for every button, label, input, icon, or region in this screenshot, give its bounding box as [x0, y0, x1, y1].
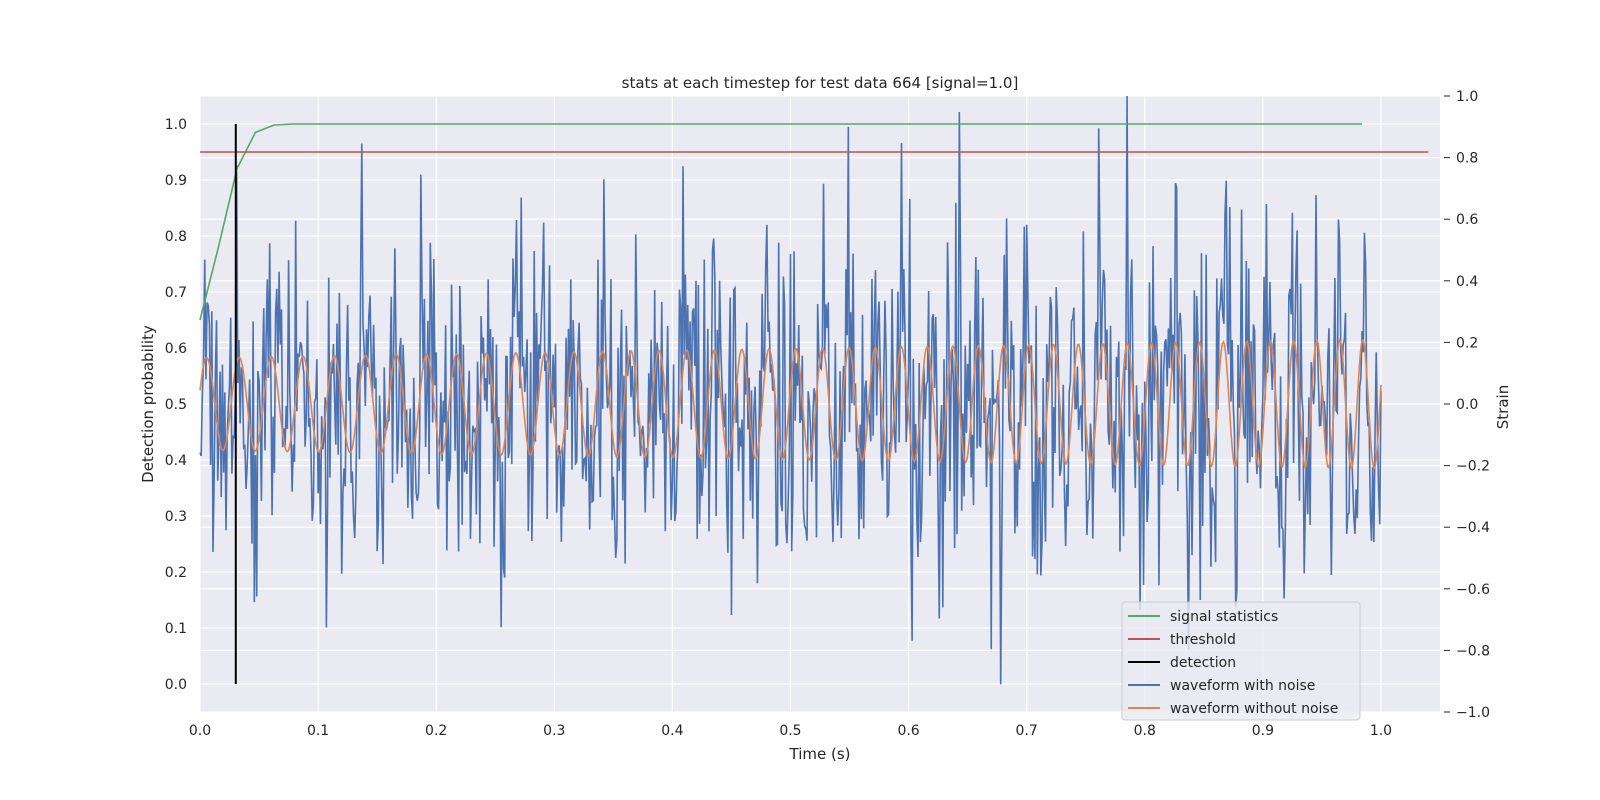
y-left-tick-label: 1.0 — [165, 117, 187, 133]
y-right-tick-label: −0.6 — [1456, 582, 1490, 598]
y-left-tick-label: 0.2 — [165, 565, 187, 581]
series-signal-statistics — [199, 123, 1363, 321]
y-left-tick-label: 0.1 — [165, 621, 187, 637]
y-right-tick-label: 0.2 — [1456, 335, 1478, 351]
y-right-tick-label: −0.2 — [1456, 459, 1490, 475]
legend-label-signal-statistics: signal statistics — [1170, 609, 1278, 625]
legend-label-waveform-without-noise: waveform without noise — [1170, 701, 1338, 717]
y-left-tick-label: 0.4 — [165, 453, 187, 469]
x-tick-label: 0.7 — [1016, 723, 1038, 739]
y-right-tick-label: −1.0 — [1456, 705, 1490, 721]
legend-box — [1121, 601, 1361, 721]
legend-label-threshold: threshold — [1170, 632, 1236, 648]
series-waveform-without-noise — [199, 338, 1382, 471]
legend: signal statistics threshold detection wa… — [1121, 601, 1361, 721]
x-tick-label: 0.6 — [897, 723, 919, 739]
x-axis-ticks: 0.0 0.1 0.2 0.3 0.4 0.5 0.6 0.7 0.8 0.9 1.0 — [189, 723, 1392, 739]
x-tick-label: 0.4 — [661, 723, 683, 739]
y-right-tick-label: 1.0 — [1456, 89, 1478, 105]
y-left-axis-label: Detection probability — [139, 325, 157, 483]
y-right-tick-label: −0.8 — [1456, 643, 1490, 659]
y-left-tick-label: 0.3 — [165, 509, 187, 525]
x-tick-label: 0.2 — [425, 723, 447, 739]
y-left-tick-label: 0.0 — [165, 677, 187, 693]
chart-title: stats at each timestep for test data 664… — [622, 74, 1019, 92]
y-right-tick-label: 0.8 — [1456, 151, 1478, 167]
y-right-tick-label: 0.0 — [1456, 397, 1478, 413]
y-left-axis-ticks: 0.0 0.1 0.2 0.3 0.4 0.5 0.6 0.7 0.8 0.9 1.0 — [165, 117, 187, 693]
legend-label-waveform-with-noise: waveform with noise — [1170, 678, 1315, 694]
y-left-tick-label: 0.7 — [165, 285, 187, 301]
series-waveform-with-noise — [199, 95, 1382, 685]
y-left-tick-label: 0.6 — [165, 341, 187, 357]
x-axis-label: Time (s) — [789, 745, 851, 763]
series-layer — [199, 95, 1429, 685]
y-right-tick-label: −0.4 — [1456, 520, 1490, 536]
y-left-tick-label: 0.5 — [165, 397, 187, 413]
y-left-tick-label: 0.8 — [165, 229, 187, 245]
x-tick-label: 0.3 — [543, 723, 565, 739]
y-right-tick-label: 0.6 — [1456, 212, 1478, 228]
y-right-tick-label: 0.4 — [1456, 274, 1478, 290]
legend-label-detection: detection — [1170, 655, 1236, 671]
x-tick-label: 0.8 — [1134, 723, 1156, 739]
x-tick-label: 0.1 — [307, 723, 329, 739]
x-tick-label: 0.9 — [1252, 723, 1274, 739]
y-right-axis-label: Strain — [1494, 385, 1512, 429]
y-left-tick-label: 0.9 — [165, 173, 187, 189]
x-tick-label: 1.0 — [1370, 723, 1392, 739]
x-tick-label: 0.5 — [779, 723, 801, 739]
x-tick-label: 0.0 — [189, 723, 211, 739]
y-right-axis-ticks: −1.0 −0.8 −0.6 −0.4 −0.2 0.0 0.2 0.4 0.6 0.8 1.0 — [1444, 89, 1490, 721]
